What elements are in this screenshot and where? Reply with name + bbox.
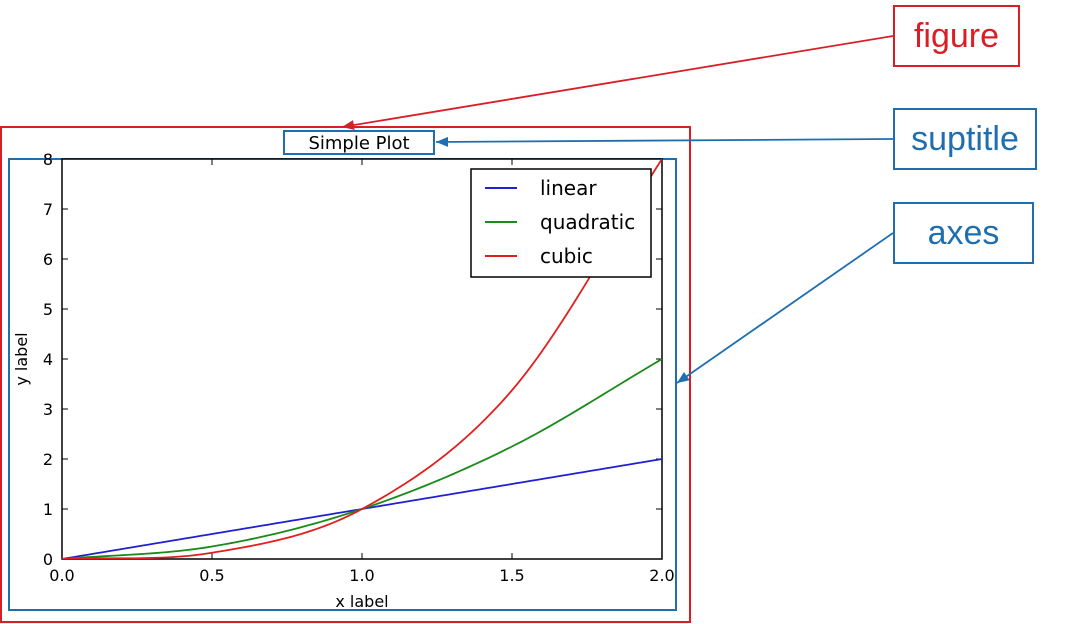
x-tick-label: 0.5 (199, 566, 224, 585)
y-tick-label: 2 (43, 450, 53, 469)
y-tick-label: 0 (43, 550, 53, 569)
legend-label-linear: linear (540, 176, 597, 200)
axes-arrow-head (677, 372, 690, 383)
suptitle-callout: suptitle (893, 108, 1037, 170)
x-tick-label: 1.0 (349, 566, 374, 585)
x-tick-label: 2.0 (649, 566, 674, 585)
x-tick-label: 0.0 (49, 566, 74, 585)
y-tick-label: 8 (43, 150, 53, 169)
figure-arrow-head (342, 120, 355, 130)
axes-callout: axes (893, 202, 1034, 264)
suptitle-arrow (435, 138, 894, 143)
figure-callout: figure (893, 5, 1020, 67)
axes-arrow (676, 232, 894, 384)
figure-callout-label: figure (913, 16, 1000, 55)
y-tick-label: 1 (43, 500, 53, 519)
series-line-cubic (62, 159, 662, 559)
y-tick-label: 4 (43, 350, 53, 369)
axes-callout-label: axes (927, 213, 1000, 252)
suptitle-text: Simple Plot (308, 133, 409, 154)
y-tick-label: 7 (43, 200, 53, 219)
suptitle-arrow-head (436, 136, 448, 147)
figure-arrow (341, 35, 894, 128)
suptitle-callout-label: suptitle (911, 119, 1019, 158)
x-tick-label: 1.5 (499, 566, 524, 585)
legend-label-quadratic: quadratic (540, 210, 635, 234)
y-tick-label: 3 (43, 400, 53, 419)
x-axis-label: x label (335, 592, 388, 611)
y-axis-label: y label (12, 332, 31, 385)
suptitle-outline (283, 130, 435, 155)
y-tick-label: 5 (43, 300, 53, 319)
y-tick-label: 6 (43, 250, 53, 269)
legend-label-cubic: cubic (540, 244, 593, 268)
